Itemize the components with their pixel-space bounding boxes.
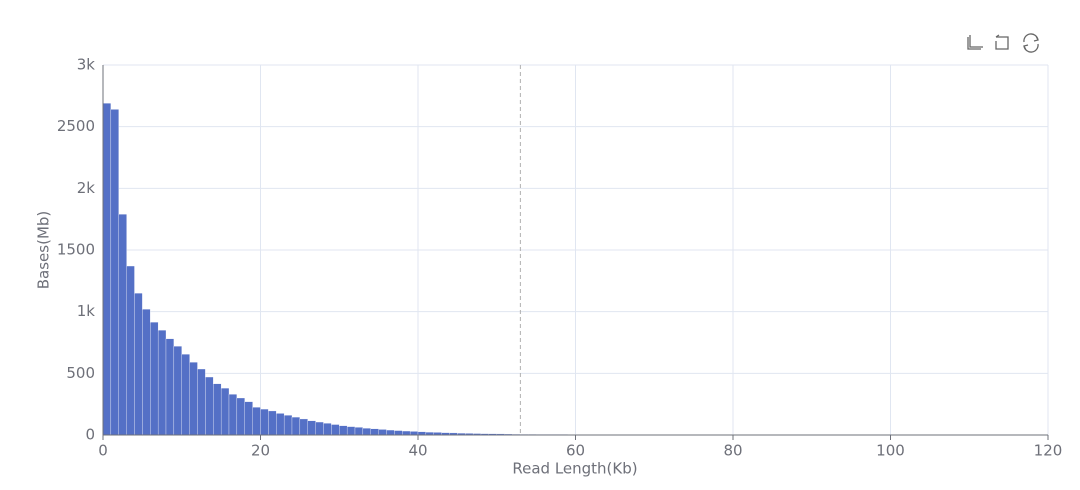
restore-button[interactable] xyxy=(1024,34,1038,52)
bar xyxy=(150,322,158,435)
y-tick-label: 1500 xyxy=(57,241,95,259)
bar xyxy=(268,411,276,435)
bar xyxy=(158,330,166,435)
y-tick-label: 2k xyxy=(77,179,96,197)
bar xyxy=(300,419,308,435)
bar xyxy=(276,413,284,435)
zoom-reset-button[interactable] xyxy=(996,35,1008,49)
bar xyxy=(387,430,395,435)
bar xyxy=(347,427,355,435)
x-tick-label: 0 xyxy=(98,442,108,460)
x-tick-label: 80 xyxy=(723,442,742,460)
bar xyxy=(142,309,150,435)
bar xyxy=(410,431,418,435)
bar xyxy=(245,402,253,435)
bar xyxy=(371,429,379,435)
bar xyxy=(316,422,324,435)
bar xyxy=(237,398,245,435)
x-tick-label: 40 xyxy=(408,442,427,460)
x-tick-label: 20 xyxy=(251,442,270,460)
bar xyxy=(355,427,363,435)
bar xyxy=(221,388,229,435)
bar xyxy=(261,409,269,435)
bar xyxy=(402,431,410,435)
bar xyxy=(190,362,198,435)
bar xyxy=(111,109,119,435)
y-tick-label: 3k xyxy=(77,56,96,74)
bar xyxy=(331,425,339,435)
bar xyxy=(174,346,182,435)
bar xyxy=(127,266,135,435)
bar xyxy=(308,421,316,435)
x-tick-label: 100 xyxy=(876,442,905,460)
y-tick-label: 1k xyxy=(77,302,96,320)
zoom-button[interactable] xyxy=(968,35,983,49)
y-tick-label: 500 xyxy=(66,364,95,382)
bar xyxy=(198,369,206,435)
y-tick-label: 0 xyxy=(85,426,95,444)
bar xyxy=(135,293,143,435)
bar xyxy=(229,394,237,435)
x-axis-title: Read Length(Kb) xyxy=(512,460,637,478)
toolbox xyxy=(968,34,1038,52)
bar xyxy=(166,339,174,435)
bar xyxy=(292,417,300,435)
x-tick-label: 120 xyxy=(1034,442,1063,460)
bar xyxy=(182,354,190,435)
bar xyxy=(339,426,347,435)
bar xyxy=(379,429,387,435)
bar xyxy=(253,407,261,435)
bar xyxy=(324,423,332,435)
bar xyxy=(205,377,213,435)
bar xyxy=(103,103,111,435)
y-axis-title: Bases(Mb) xyxy=(35,211,53,290)
bar xyxy=(119,214,127,435)
bar xyxy=(213,384,221,435)
bar xyxy=(284,415,292,435)
bar xyxy=(363,428,371,435)
x-tick-label: 60 xyxy=(566,442,585,460)
bar xyxy=(394,431,402,435)
y-tick-label: 2500 xyxy=(57,117,95,135)
